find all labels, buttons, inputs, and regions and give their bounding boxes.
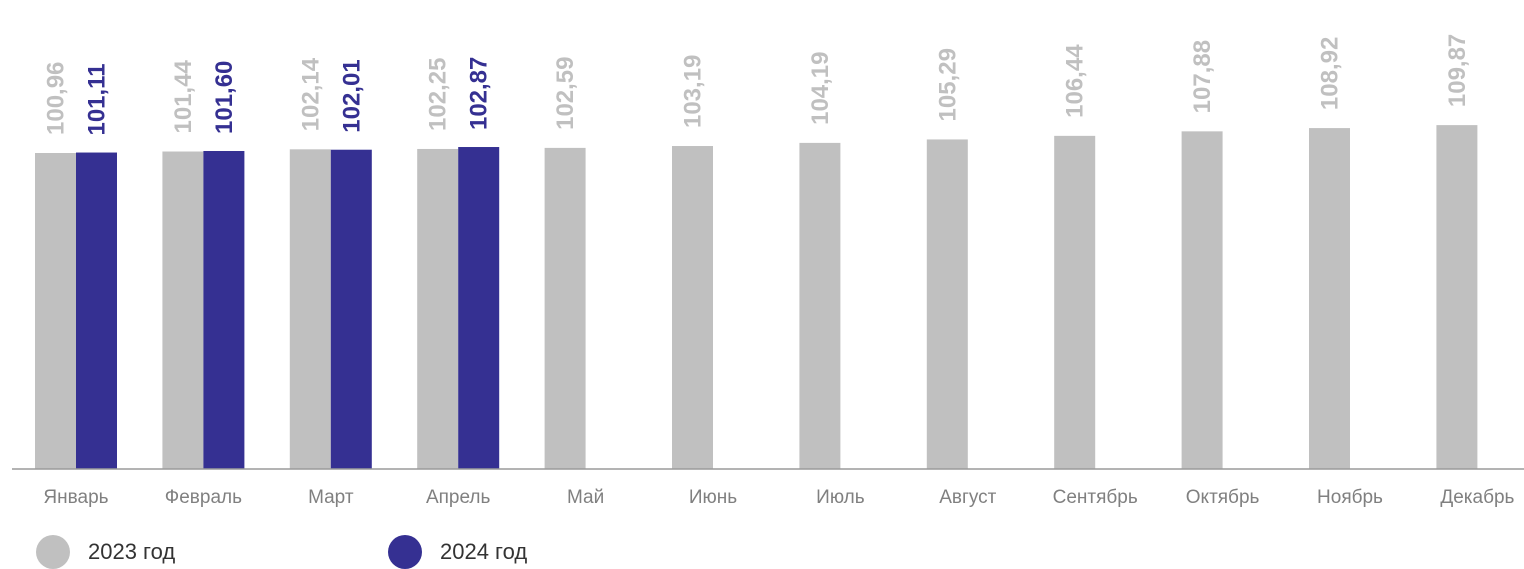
category-label-5: Май	[567, 487, 604, 508]
category-label-11: Ноябрь	[1317, 487, 1383, 508]
bar-2023-12	[1436, 125, 1478, 469]
value-label-2024-2: 101,60	[211, 61, 238, 134]
category-label-2: Февраль	[165, 487, 242, 508]
bar-2024-2	[203, 150, 245, 469]
category-labels-layer: Январь Февраль Март Апрель Май Июнь Июль Август…	[43, 487, 1514, 508]
value-label-2023-6: 103,19	[680, 55, 707, 128]
bar-2023-2	[162, 151, 204, 469]
category-label-7: Июль	[816, 487, 865, 508]
bar-2023-7	[799, 142, 841, 469]
value-label-2023-5: 102,59	[552, 56, 579, 129]
value-label-2023-10: 107,88	[1189, 40, 1216, 113]
category-label-8: Август	[939, 487, 996, 508]
category-label-1: Январь	[43, 487, 108, 508]
value-label-2024-1: 101,11	[84, 63, 111, 135]
value-label-2023-4: 102,25	[425, 58, 452, 131]
legend-label-2023: 2023 год	[88, 539, 176, 564]
legend-label-2024: 2024 год	[440, 539, 528, 564]
value-label-2023-12: 109,87	[1444, 34, 1471, 107]
bar-2024-4	[458, 147, 500, 469]
value-label-2023-9: 106,44	[1062, 44, 1089, 118]
bars-layer	[35, 125, 1478, 470]
value-labels-layer: 100,96 101,11 101,44 101,60 102,14 102,01 102,…	[43, 34, 1471, 136]
value-label-2024-3: 102,01	[338, 59, 365, 132]
bar-2023-3	[289, 149, 331, 470]
bar-2023-1	[35, 153, 76, 469]
value-label-2023-3: 102,14	[297, 57, 324, 131]
legend-swatch-2023	[36, 535, 70, 569]
category-label-12: Декабрь	[1440, 487, 1514, 508]
value-label-2023-2: 101,44	[170, 59, 197, 133]
category-label-4: Апрель	[426, 487, 491, 508]
bar-2023-8	[926, 139, 968, 469]
bar-2023-4	[417, 148, 459, 470]
bar-2023-10	[1181, 131, 1223, 469]
legend-swatch-2024	[388, 535, 422, 569]
category-label-3: Март	[308, 487, 354, 508]
bar-2024-1	[76, 152, 117, 469]
value-label-2023-8: 105,29	[934, 48, 961, 121]
category-label-9: Сентябрь	[1053, 487, 1138, 508]
bar-2023-5	[544, 147, 586, 469]
bar-2023-9	[1054, 135, 1096, 470]
value-label-2023-7: 104,19	[807, 51, 834, 124]
bar-2023-6	[672, 146, 713, 469]
category-label-6: Июнь	[689, 487, 737, 508]
legend-item-2024: 2024 год	[388, 535, 528, 569]
value-label-2024-4: 102,87	[466, 57, 493, 130]
bar-2024-3	[330, 149, 372, 469]
legend-item-2023: 2023 год	[36, 535, 176, 569]
value-label-2023-11: 108,92	[1317, 37, 1344, 110]
bar-2023-11	[1309, 128, 1350, 469]
value-label-2023-1: 100,96	[43, 62, 70, 135]
category-label-10: Октябрь	[1186, 487, 1260, 508]
